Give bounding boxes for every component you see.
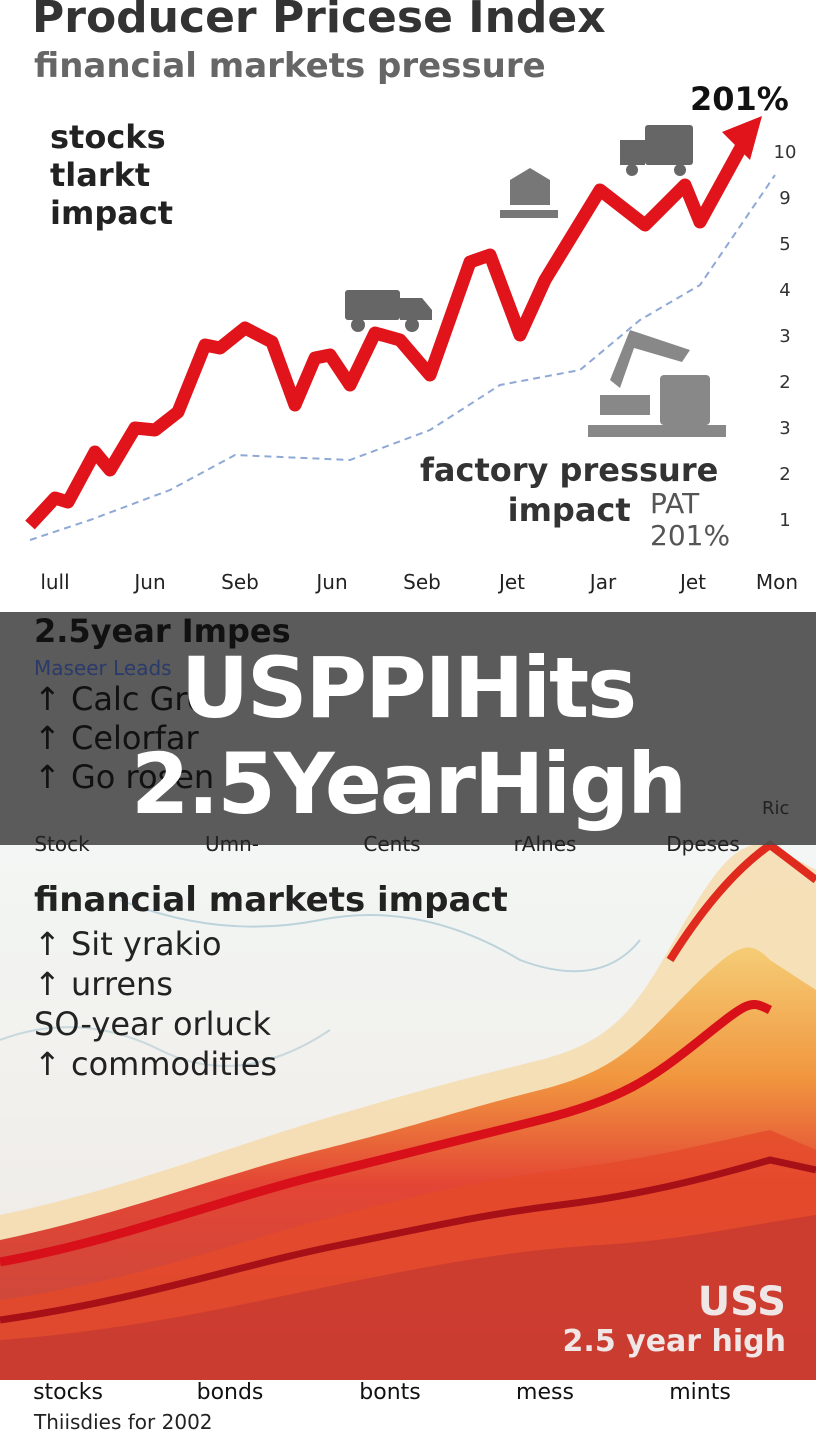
note-line: stocks [50,118,166,156]
note-line: impact [507,491,631,529]
trend-line [29,174,776,541]
x-label: lull [40,570,70,594]
divider-label: rAlnes [513,832,577,856]
arrow-head [722,116,762,160]
right-label: 10 [773,142,797,163]
map-outline [0,1026,331,1067]
bottom-x-label: mess [516,1380,574,1405]
bottom-title: financial markets impact [34,880,508,920]
subtitle: financial markets pressure [34,46,546,86]
band-line [0,1000,773,1267]
bottom-x-label: mints [669,1380,731,1405]
banner-bg [0,612,816,845]
right-label: 1 [779,510,791,531]
truck-icon [620,125,693,176]
right-label: 3 [779,326,791,347]
price-line [25,136,751,530]
divider-label: Stock [34,832,90,856]
badge: USS 2.5 year high [563,1282,786,1362]
banner-item: ↑ Calc Gro [34,680,207,718]
divider-label: Dpeses [666,832,740,856]
banner-left-title: 2.5year Impes [34,612,291,650]
x-label: Mon [755,570,799,594]
x-label: Jet [498,570,526,594]
band-line [666,840,816,963]
factory-icon [588,330,726,437]
bottom-x-label: stocks [33,1380,103,1405]
x-label: Jun [316,570,348,594]
peak-label: 201% [690,80,789,118]
band-line [0,1156,816,1324]
headline-line: 2.5YearHigh [130,735,687,833]
note-line: impact [50,194,174,232]
banner-items: ↑ Calc Gro ↑ Celorfar ↑ Go rosen [34,680,214,797]
bottom-x-label: bonds [196,1380,264,1405]
factory-note: factory pressure impact [420,450,718,530]
banner-item: ↑ Celorfar [34,719,199,757]
pat-note: PAT 201% [650,488,730,552]
right-label: 3 [779,418,791,439]
headline-line: USPPIHits [180,639,637,737]
bottom-item: ↑ urrens [34,965,173,1003]
title: Producer Pricese Index [32,0,606,43]
badge-line: USS [697,1279,786,1325]
bottom-item: ↑ commodities [34,1045,278,1083]
x-label: Jar [589,570,617,594]
footer: Thiisdies for 2002 [34,1410,213,1434]
map-outline [119,899,641,973]
badge-line: 2.5 year high [562,1324,786,1359]
right-label: 2 [779,464,791,485]
note-line: 201% [650,519,731,552]
truck-icon [345,290,432,332]
divider-label: Umn- [204,832,260,856]
bottom-item: ↑ Sit yrakio [34,925,222,963]
x-label: Jet [679,570,707,594]
corner-label: Ric [762,798,790,819]
bottom-x-label: bonts [359,1380,421,1405]
right-label: 2 [779,372,791,393]
note-line: tlarkt [50,156,151,194]
note-line: factory pressure [420,451,719,489]
note-line: PAT [650,487,700,520]
bottom-item: SO-year orluck [34,1005,271,1043]
x-label: Seb [403,570,441,594]
right-label: 9 [779,188,791,209]
scale-icon [500,168,558,218]
bottom-items: ↑ Sit yrakio ↑ urrens SO-year orluck ↑ comm… [34,924,277,1084]
divider-label: Cents [363,832,421,856]
x-label: Seb [221,570,259,594]
right-label: 5 [779,234,791,255]
x-label: Jun [134,570,166,594]
banner-left-sub: Maseer Leads [34,656,172,680]
left-note: stocks tlarkt impact [50,118,173,232]
banner-item: ↑ Go rosen [34,758,215,796]
headline: USPPIHits 2.5YearHigh [0,640,816,832]
right-label: 4 [779,280,791,301]
band [0,1215,816,1380]
